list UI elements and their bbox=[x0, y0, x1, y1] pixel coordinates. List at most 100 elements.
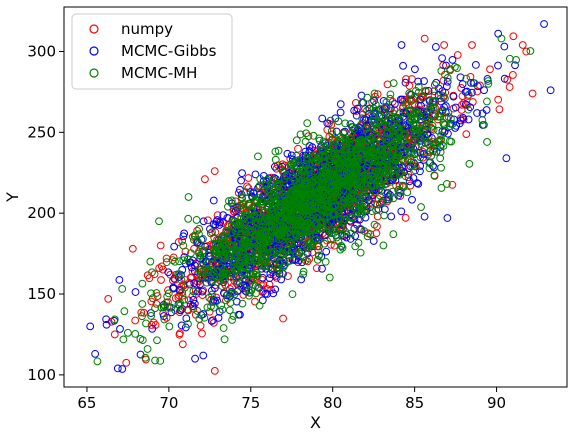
data-point bbox=[285, 237, 294, 246]
data-point bbox=[290, 176, 299, 185]
data-point bbox=[422, 87, 430, 96]
data-point bbox=[224, 202, 232, 211]
data-point bbox=[199, 217, 208, 226]
data-point bbox=[480, 86, 488, 95]
data-point bbox=[445, 122, 454, 130]
y-tick-label: 250 bbox=[27, 123, 56, 141]
data-point bbox=[470, 79, 479, 88]
data-point bbox=[271, 201, 280, 210]
data-point bbox=[321, 170, 330, 179]
data-point bbox=[500, 42, 509, 51]
data-point bbox=[371, 157, 380, 166]
data-point bbox=[340, 215, 349, 224]
data-point bbox=[361, 172, 370, 181]
data-point bbox=[407, 149, 416, 157]
data-point bbox=[182, 314, 191, 323]
data-point bbox=[268, 195, 276, 203]
data-point bbox=[502, 154, 511, 163]
data-point bbox=[437, 184, 446, 192]
data-point bbox=[390, 132, 398, 140]
data-point bbox=[261, 262, 270, 271]
data-point bbox=[417, 136, 426, 145]
data-point bbox=[303, 189, 312, 198]
data-point bbox=[223, 294, 232, 303]
data-point bbox=[314, 246, 323, 254]
data-point bbox=[385, 195, 393, 204]
y-tick-label: 200 bbox=[27, 204, 56, 222]
data-point bbox=[363, 149, 371, 158]
data-point bbox=[219, 241, 228, 250]
data-point bbox=[232, 274, 241, 283]
data-point bbox=[401, 213, 410, 222]
y-tick-label: 100 bbox=[27, 366, 56, 384]
data-point bbox=[147, 289, 155, 298]
x-axis: 65 70 75 80 85 90 bbox=[77, 387, 506, 412]
data-point bbox=[306, 196, 314, 205]
data-point bbox=[280, 260, 289, 269]
data-point bbox=[196, 321, 205, 330]
data-point bbox=[230, 244, 239, 253]
data-point bbox=[212, 247, 221, 255]
data-point bbox=[436, 148, 445, 156]
data-point bbox=[546, 86, 555, 95]
data-point bbox=[369, 104, 378, 113]
data-point bbox=[336, 100, 345, 109]
data-point bbox=[395, 109, 404, 118]
data-point bbox=[192, 216, 201, 224]
legend-marker bbox=[89, 24, 99, 34]
data-point bbox=[171, 294, 180, 303]
data-point bbox=[318, 264, 326, 273]
data-point bbox=[250, 188, 259, 197]
data-point bbox=[210, 366, 219, 375]
data-point bbox=[376, 136, 385, 145]
data-point bbox=[333, 149, 342, 158]
data-point bbox=[152, 299, 161, 308]
data-point bbox=[187, 249, 195, 258]
data-point bbox=[104, 294, 113, 303]
data-point bbox=[238, 258, 246, 267]
data-point bbox=[235, 233, 244, 242]
data-point bbox=[398, 181, 407, 190]
data-point bbox=[146, 257, 155, 266]
data-point bbox=[169, 284, 178, 293]
data-point bbox=[330, 180, 338, 189]
data-point bbox=[367, 207, 376, 216]
legend-label: MCMC-MH bbox=[121, 64, 197, 82]
data-point bbox=[209, 303, 218, 312]
data-point bbox=[355, 198, 364, 207]
data-point bbox=[369, 237, 378, 245]
data-point bbox=[440, 121, 449, 129]
data-point bbox=[184, 296, 193, 305]
data-point bbox=[425, 159, 434, 167]
data-point bbox=[426, 104, 435, 113]
data-point bbox=[363, 232, 372, 241]
data-point bbox=[255, 181, 264, 190]
data-point bbox=[357, 120, 366, 129]
data-point bbox=[255, 234, 263, 243]
data-point bbox=[231, 265, 240, 274]
y-tick-label: 300 bbox=[27, 42, 56, 60]
data-point bbox=[359, 186, 368, 195]
data-point bbox=[348, 213, 357, 222]
data-point bbox=[207, 317, 216, 325]
data-point bbox=[244, 174, 253, 182]
data-point bbox=[241, 274, 250, 283]
data-point bbox=[254, 230, 263, 239]
data-point bbox=[327, 229, 336, 238]
data-point bbox=[410, 65, 419, 74]
data-point bbox=[428, 138, 437, 146]
data-point bbox=[278, 162, 287, 171]
series-mcmc-mh bbox=[93, 34, 535, 366]
data-point bbox=[226, 298, 235, 307]
data-point bbox=[292, 216, 301, 225]
data-point bbox=[276, 164, 285, 172]
data-point bbox=[180, 295, 189, 304]
x-tick-label: 90 bbox=[487, 394, 506, 412]
data-point bbox=[251, 230, 260, 239]
data-point bbox=[453, 51, 462, 59]
data-point bbox=[246, 270, 255, 279]
data-point bbox=[340, 127, 349, 136]
data-point bbox=[190, 279, 199, 287]
data-point bbox=[322, 174, 331, 183]
